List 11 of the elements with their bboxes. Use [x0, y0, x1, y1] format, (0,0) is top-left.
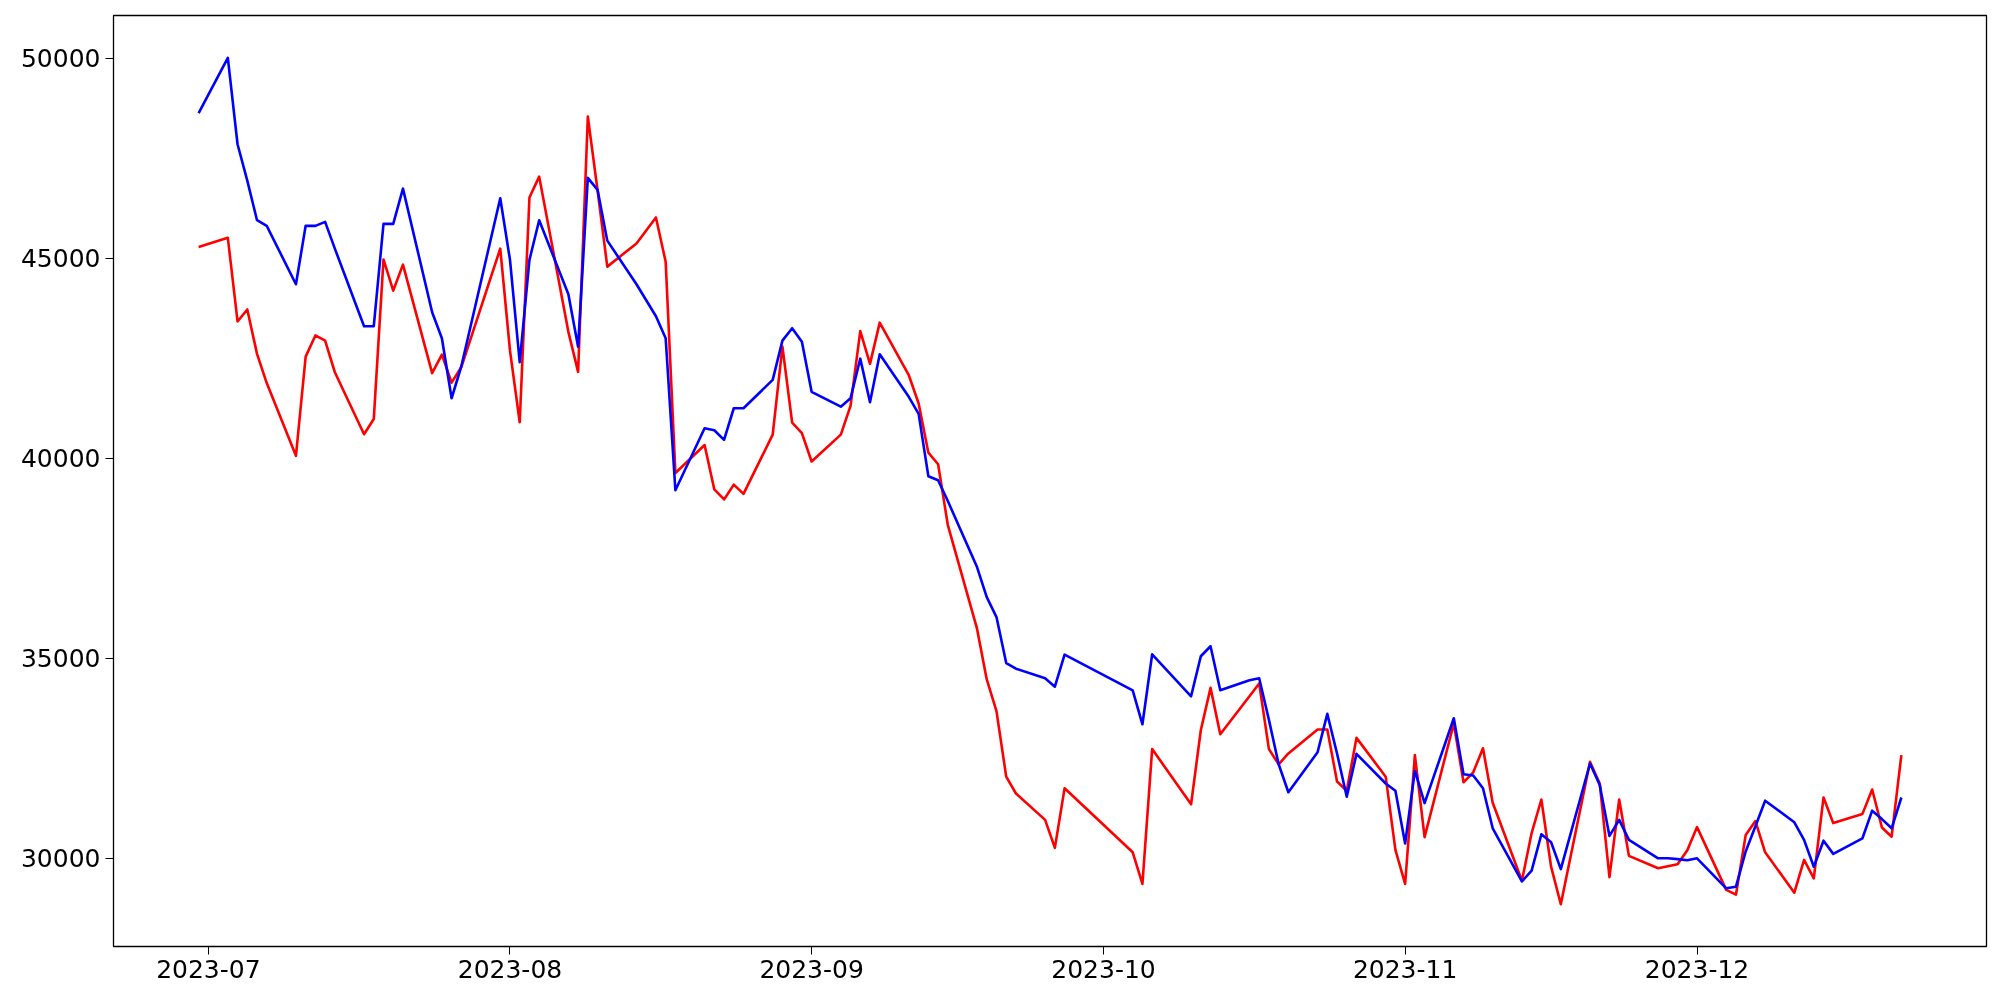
x-tick-label: 2023-08 [457, 954, 563, 984]
x-tick-label: 2023-10 [1051, 954, 1156, 984]
x-tick-label: 2023-12 [1644, 954, 1750, 984]
y-tick-label: 40000 [20, 444, 101, 474]
x-tick-label: 2023-11 [1352, 954, 1458, 984]
y-tick-label: 50000 [20, 44, 101, 74]
y-tick-label: 45000 [20, 244, 101, 274]
y-tick-label: 30000 [20, 844, 101, 874]
y-tick-label: 35000 [20, 644, 101, 674]
x-tick-label: 2023-09 [759, 954, 864, 984]
x-tick-label: 2023-07 [156, 954, 261, 984]
